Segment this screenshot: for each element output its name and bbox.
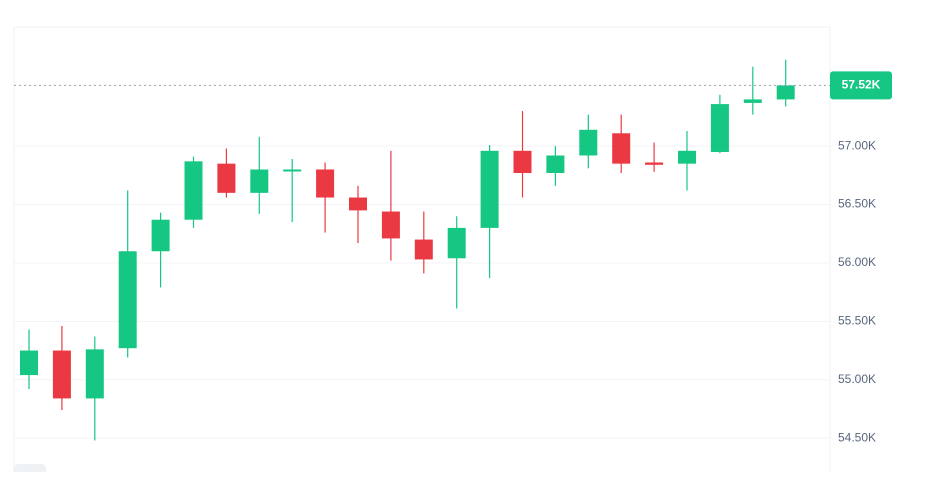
candle-body xyxy=(710,104,729,152)
candle-body xyxy=(513,150,532,173)
candle-body xyxy=(118,251,137,349)
candle-body xyxy=(546,155,565,173)
candle-body xyxy=(645,162,664,165)
candle-body xyxy=(151,219,170,252)
candle-body xyxy=(85,349,104,399)
candle-body xyxy=(579,129,598,156)
y-tick-label: 56.50K xyxy=(838,197,876,211)
candle-body xyxy=(678,150,696,164)
candle-body xyxy=(743,99,762,103)
candle-body xyxy=(612,133,631,164)
candle-body xyxy=(20,350,38,376)
candle-body xyxy=(480,150,499,228)
candle-body xyxy=(184,161,203,220)
y-tick-label: 54.50K xyxy=(838,430,876,444)
y-tick-label: 57.00K xyxy=(838,138,876,152)
candle-body xyxy=(447,227,466,259)
candle-body xyxy=(52,350,71,399)
candle-body xyxy=(776,85,795,100)
candle-body xyxy=(414,239,433,260)
last-price-badge xyxy=(830,71,892,100)
candle-body xyxy=(250,169,269,193)
candle-body xyxy=(283,169,302,172)
last-price-label: 57.52K xyxy=(842,78,881,92)
candle-body xyxy=(381,211,400,239)
candle-body xyxy=(349,197,367,211)
y-tick-label: 55.00K xyxy=(838,372,876,386)
candle-body xyxy=(217,163,236,193)
y-tick-label: 56.00K xyxy=(838,255,876,269)
candle-body xyxy=(316,169,335,198)
toolbar-button[interactable] xyxy=(14,464,46,477)
y-tick-label: 55.50K xyxy=(838,314,876,328)
